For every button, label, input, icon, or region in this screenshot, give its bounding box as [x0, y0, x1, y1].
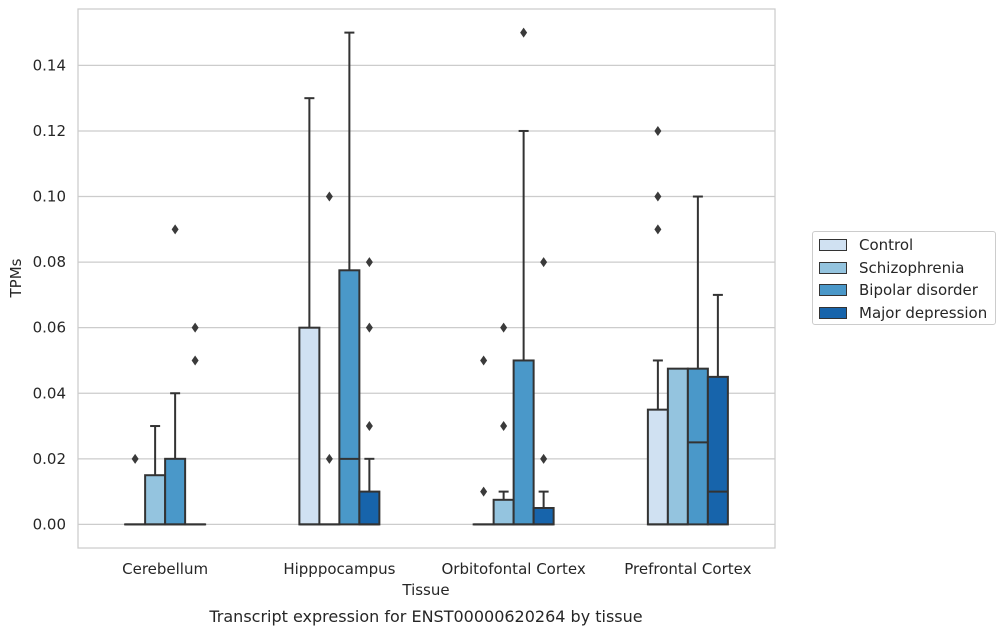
chart-title: Transcript expression for ENST0000062026…: [208, 607, 642, 626]
outlier-point: [191, 322, 199, 333]
outlier-point: [365, 257, 373, 268]
legend-swatch-major-depression: [819, 307, 847, 319]
outlier-point: [654, 224, 662, 235]
x-tick-labels: Cerebellum Hipppocampus Orbitofontal Corte…: [122, 560, 751, 578]
legend-swatch-bipolar-disorder: [819, 284, 847, 296]
outlier-point: [500, 322, 508, 333]
outlier-point: [325, 191, 333, 202]
box-bipolar-disorder: [512, 27, 535, 526]
outlier-point: [365, 421, 373, 432]
legend-label-major-depression: Major depression: [859, 304, 988, 322]
x-tick-label: Cerebellum: [122, 560, 208, 578]
y-tick-labels: 0.00 0.02 0.04 0.06 0.08 0.10 0.12 0.14: [33, 56, 66, 533]
box-body: [358, 490, 381, 526]
box-control: [298, 97, 321, 526]
box-schizophrenia: [144, 425, 167, 526]
outlier-point: [540, 257, 548, 268]
y-tick-label: 0.06: [33, 319, 66, 337]
box-schizophrenia: [666, 367, 689, 526]
box-body: [686, 367, 709, 526]
y-tick-label: 0.12: [33, 122, 66, 140]
outlier-point: [540, 453, 548, 464]
legend: Control Schizophrenia Bipolar disorder M…: [812, 231, 996, 325]
y-tick-label: 0.04: [33, 384, 66, 402]
x-tick-label: Prefrontal Cortex: [624, 560, 751, 578]
legend-label-bipolar-disorder: Bipolar disorder: [859, 281, 978, 299]
plot-frame: [77, 8, 776, 549]
outlier-point: [480, 355, 488, 366]
outlier-point: [131, 453, 139, 464]
box-major-depression: [706, 293, 729, 526]
outlier-point: [500, 421, 508, 432]
box-body: [144, 474, 167, 526]
outlier-point: [654, 125, 662, 136]
box-major-depression: [358, 257, 381, 526]
legend-item-control: Control: [819, 235, 913, 255]
y-tick-label: 0.14: [33, 56, 66, 74]
box-body: [666, 367, 689, 526]
outlier-point: [520, 27, 528, 38]
y-tick-label: 0.08: [33, 253, 66, 271]
legend-swatch-control: [819, 239, 847, 251]
y-tick-label: 0.02: [33, 450, 66, 468]
y-tick-label: 0.00: [33, 515, 66, 533]
box-major-depression: [532, 257, 555, 526]
legend-item-schizophrenia: Schizophrenia: [819, 258, 964, 278]
box-body: [298, 326, 321, 526]
box-body: [492, 498, 515, 526]
legend-item-bipolar-disorder: Bipolar disorder: [819, 280, 978, 300]
box-bipolar-disorder: [686, 195, 709, 526]
box-bipolar-disorder: [338, 31, 361, 526]
legend-item-major-depression: Major depression: [819, 303, 987, 323]
box-control: [646, 125, 669, 526]
legend-label-schizophrenia: Schizophrenia: [859, 259, 965, 277]
y-tick-label: 0.10: [33, 188, 66, 206]
outlier-point: [654, 191, 662, 202]
x-tick-label: Orbitofontal Cortex: [442, 560, 586, 578]
legend-swatch-schizophrenia: [819, 262, 847, 274]
box-body: [646, 408, 669, 526]
box-body: [164, 457, 187, 526]
outlier-point: [480, 486, 488, 497]
box-schizophrenia: [492, 322, 515, 526]
box-plots: [124, 27, 729, 526]
box-bipolar-disorder: [164, 224, 187, 526]
outlier-point: [365, 322, 373, 333]
y-axis-label: TPMs: [7, 258, 25, 298]
box-body: [532, 507, 555, 526]
box-control: [124, 453, 147, 526]
outlier-point: [191, 355, 199, 366]
box-body: [338, 269, 361, 526]
x-axis-label: Tissue: [401, 581, 449, 599]
legend-label-control: Control: [859, 236, 914, 254]
box-body: [706, 375, 729, 526]
outlier-point: [325, 453, 333, 464]
box-body: [512, 359, 535, 526]
box-major-depression: [184, 322, 207, 526]
box-control: [472, 355, 495, 526]
x-tick-label: Hipppocampus: [283, 560, 395, 578]
outlier-point: [171, 224, 179, 235]
box-schizophrenia: [318, 191, 341, 526]
